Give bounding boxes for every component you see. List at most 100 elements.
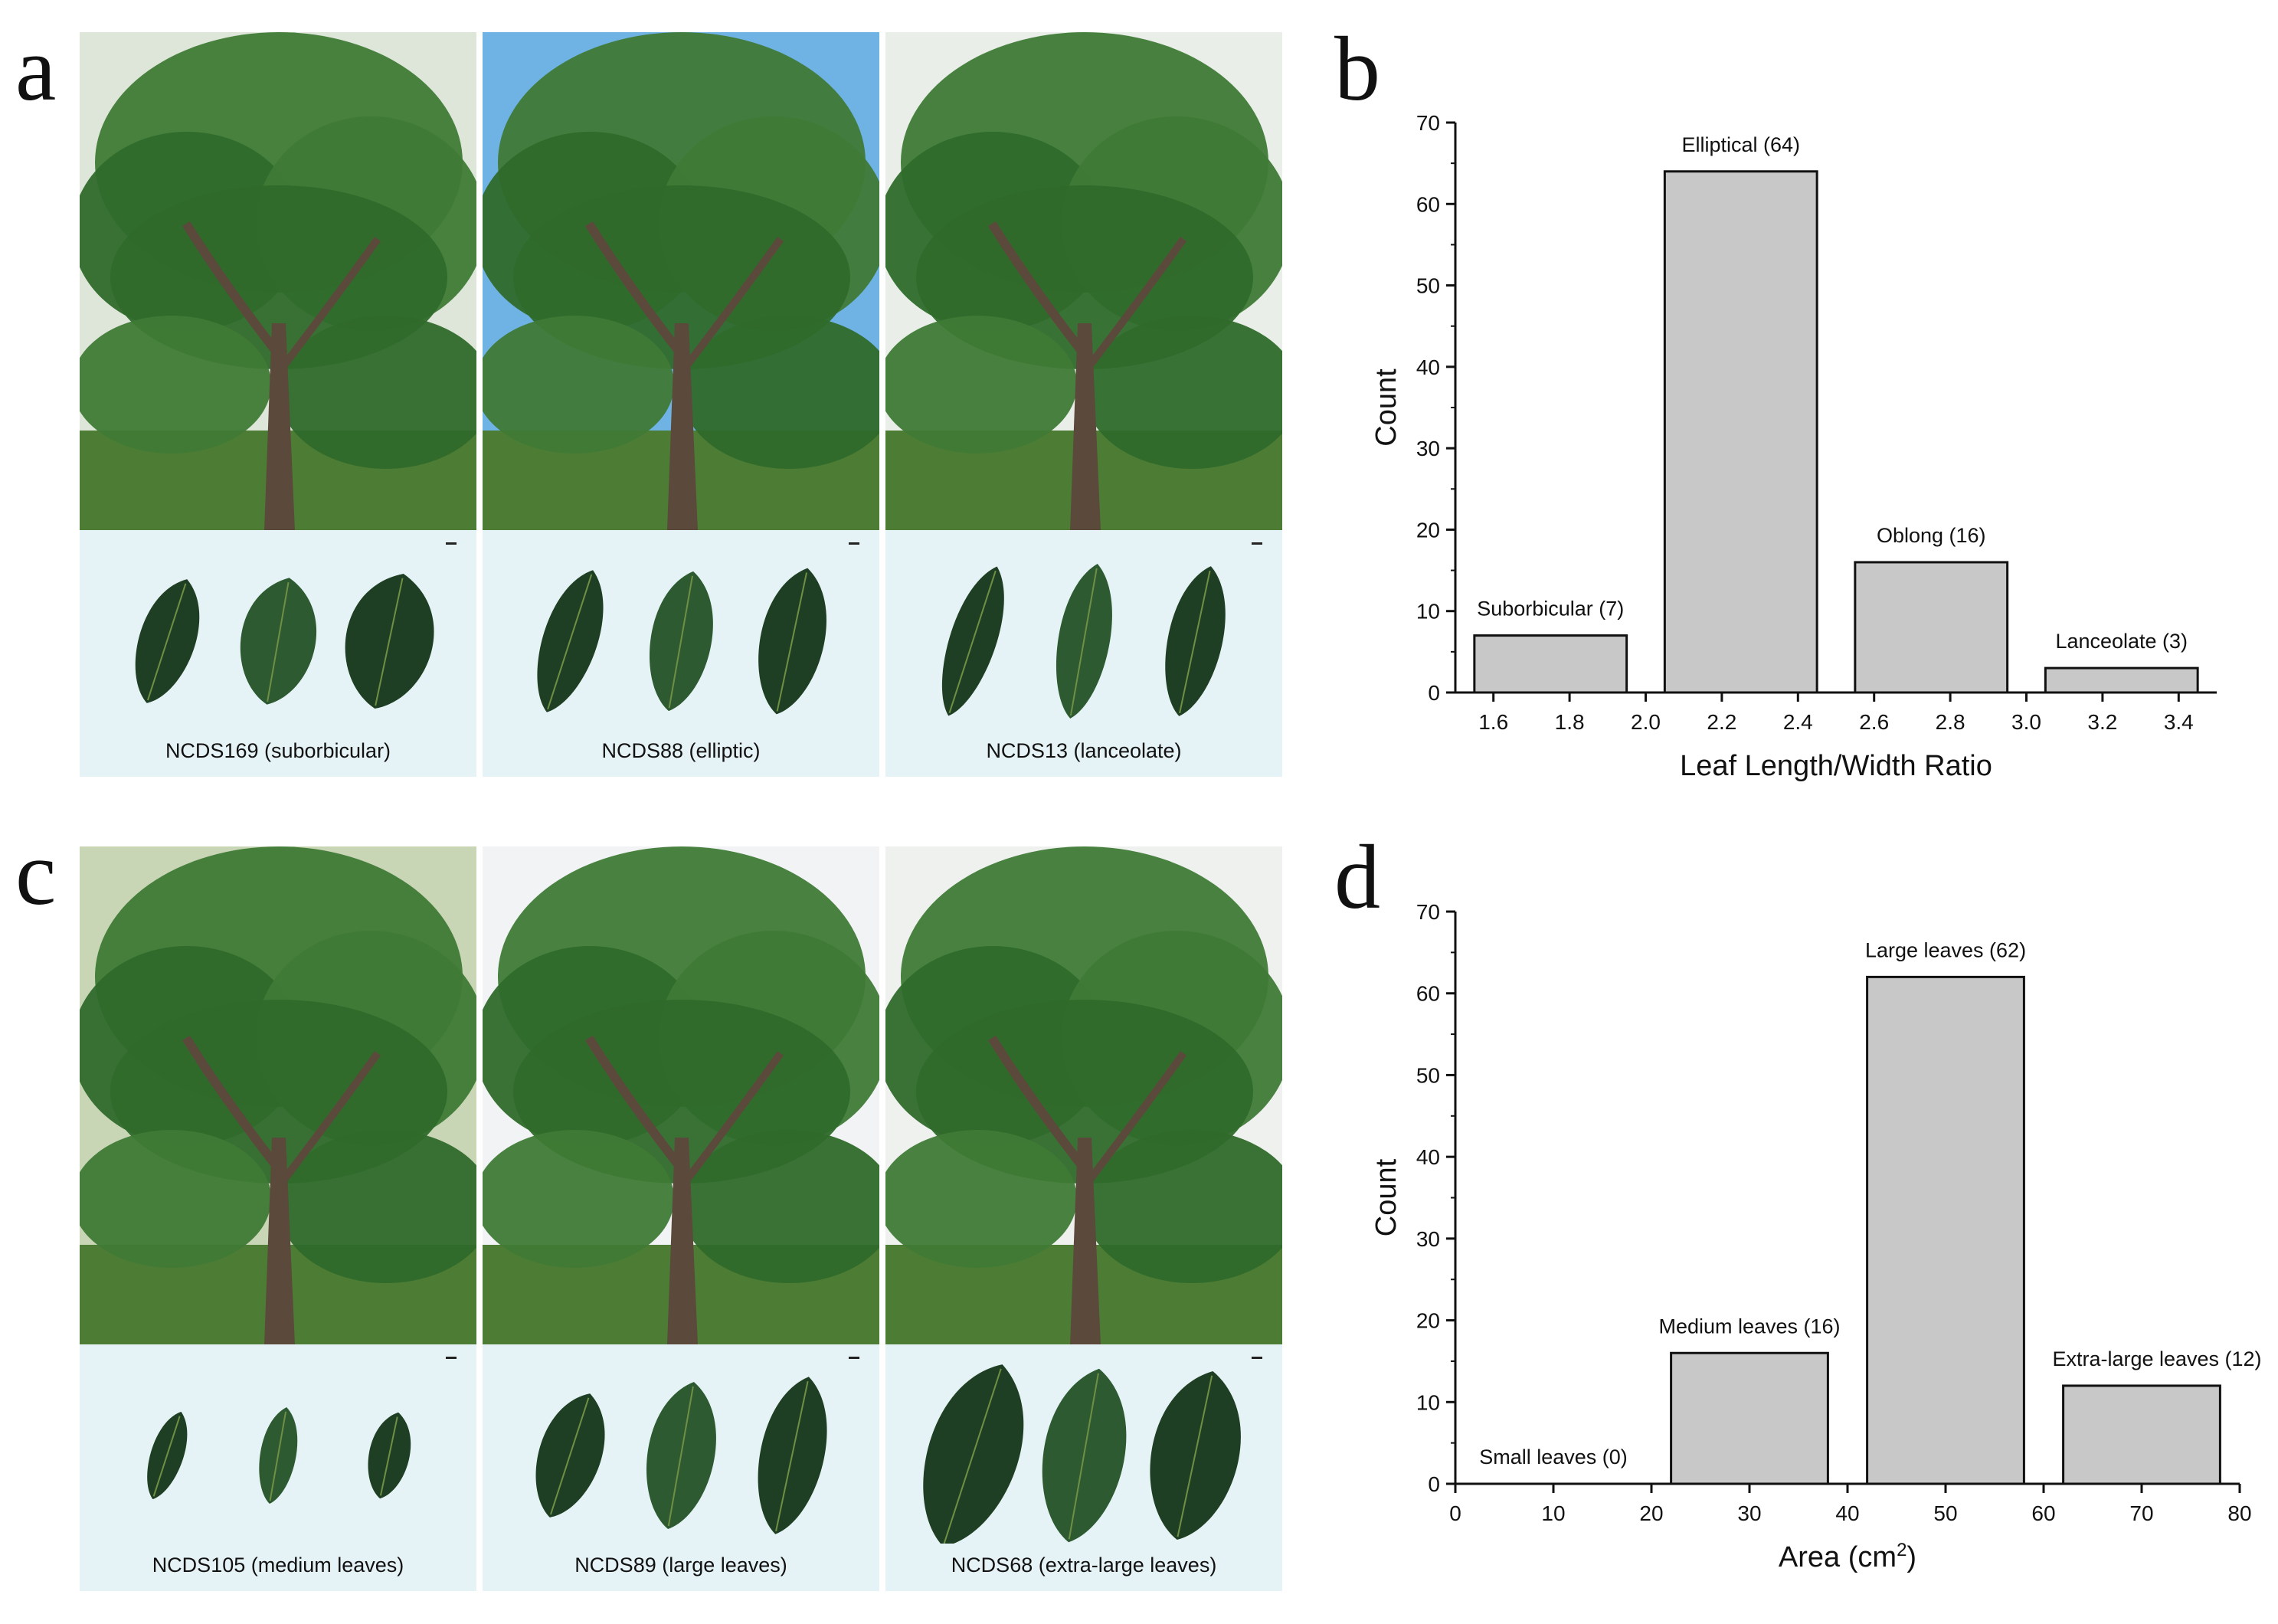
chart-d: Small leaves (0) Medium leaves (16) Large …	[1370, 900, 2262, 1573]
bar-data-label: Small leaves (0)	[1479, 1446, 1628, 1468]
leaf-specimen	[1042, 1368, 1127, 1543]
x-axis-label: Area (cm2)	[1779, 1540, 1916, 1573]
chart-b: Suborbicular (7) Elliptical (64) Oblong (1…	[1370, 111, 2217, 781]
y-tick-label: 20	[1416, 518, 1440, 542]
tree-photo	[885, 846, 1282, 1344]
x-tick-label: 30	[1737, 1501, 1761, 1525]
y-tick-label: 0	[1428, 1472, 1440, 1496]
leaf-specimen	[535, 1393, 605, 1518]
photo-cell: NCDS89 (large leaves)	[483, 846, 879, 1591]
tree-photo	[483, 846, 879, 1344]
leaf-specimen	[1165, 566, 1226, 716]
y-tick-label: 50	[1416, 274, 1440, 298]
bar-data-label: Medium leaves (16)	[1658, 1315, 1840, 1338]
photo-cell: NCDS88 (elliptic)	[483, 32, 879, 777]
tree-photo	[885, 32, 1282, 530]
bar-data-label: Lanceolate (3)	[2055, 630, 2188, 653]
tree-illustration	[885, 32, 1282, 530]
leaf-specimens	[537, 568, 826, 715]
leaf-specimens	[135, 573, 434, 709]
bar-data-label: Suborbicular (7)	[1477, 598, 1624, 620]
leaf-specimen-box: NCDS169 (suborbicular)	[80, 530, 476, 777]
photo-cell: NCDS105 (medium leaves)	[80, 846, 476, 1591]
x-tick-label: 2.2	[1707, 710, 1736, 734]
x-tick-label: 40	[1835, 1501, 1859, 1525]
panel-letter-b: b	[1334, 18, 1380, 120]
bar	[1866, 975, 2025, 1485]
y-tick-label: 60	[1416, 982, 1440, 1006]
y-tick-label: 10	[1416, 1390, 1440, 1414]
leaf-specimen	[1150, 1370, 1241, 1541]
x-tick-label: 2.6	[1859, 710, 1889, 734]
x-tick-label: 3.4	[2164, 710, 2194, 734]
leaf-specimen	[537, 570, 604, 712]
leaf-specimen-box: NCDS89 (large leaves)	[483, 1344, 879, 1591]
leaf-specimen	[1056, 564, 1112, 719]
scale-bar	[446, 542, 457, 545]
x-tick-label: 10	[1541, 1501, 1565, 1525]
bar	[1663, 170, 1818, 694]
y-tick-label: 20	[1416, 1309, 1440, 1333]
tree-photo	[80, 846, 476, 1344]
panel-letter-c: c	[15, 822, 57, 924]
panel-letter-d: d	[1334, 826, 1380, 928]
leaf-specimen-box: NCDS13 (lanceolate)	[885, 530, 1282, 777]
bar-data-label: Elliptical (64)	[1681, 133, 1800, 156]
tree-illustration	[483, 846, 879, 1344]
x-tick-label: 3.0	[2011, 710, 2041, 734]
tree-illustration	[80, 846, 476, 1344]
x-tick-label: 20	[1639, 1501, 1663, 1525]
x-tick-label: 3.2	[2087, 710, 2117, 734]
leaf-specimens	[941, 564, 1226, 719]
y-tick-label: 40	[1416, 1145, 1440, 1169]
tree-illustration	[483, 32, 879, 530]
scale-bar	[446, 1357, 457, 1359]
y-tick-label: 30	[1416, 437, 1440, 460]
tree-photo	[483, 32, 879, 530]
accession-caption: NCDS105 (medium leaves)	[152, 1554, 404, 1577]
x-tick-label: 1.8	[1555, 710, 1585, 734]
accession-caption: NCDS169 (suborbicular)	[165, 739, 391, 762]
y-tick-label: 70	[1416, 900, 1440, 924]
bar	[2062, 1384, 2221, 1485]
leaf-specimens	[147, 1406, 411, 1504]
leaf-specimen	[650, 571, 713, 712]
tree-illustration	[885, 846, 1282, 1344]
leaf-specimen	[345, 573, 434, 709]
y-tick-label: 70	[1416, 111, 1440, 135]
x-tick-label: 80	[2227, 1501, 2251, 1525]
y-tick-label: 40	[1416, 355, 1440, 379]
bar-data-label: Large leaves (62)	[1865, 938, 2026, 961]
x-tick-label: 2.0	[1631, 710, 1661, 734]
x-tick-label: 1.6	[1478, 710, 1508, 734]
tree-photo	[80, 32, 476, 530]
leaf-specimens	[535, 1377, 827, 1534]
bar	[1854, 561, 2009, 694]
leaf-specimen	[259, 1406, 298, 1504]
leaf-specimens	[923, 1364, 1241, 1544]
photo-cell: NCDS13 (lanceolate)	[885, 32, 1282, 777]
leaf-specimen	[147, 1411, 188, 1500]
panel-letter-a: a	[15, 18, 57, 120]
leaf-specimen-box: NCDS88 (elliptic)	[483, 530, 879, 777]
bar	[2044, 666, 2199, 694]
y-axis-label: Count	[1370, 1158, 1402, 1236]
leaf-specimen-box: NCDS105 (medium leaves)	[80, 1344, 476, 1591]
leaf-specimen	[941, 566, 1004, 716]
x-tick-label: 70	[2129, 1501, 2153, 1525]
y-axis-label: Count	[1370, 368, 1402, 447]
scale-bar	[849, 1357, 859, 1359]
x-tick-label: 60	[2031, 1501, 2055, 1525]
leaf-specimen	[368, 1412, 411, 1499]
leaf-specimen	[240, 578, 317, 705]
bar-data-label: Oblong (16)	[1877, 524, 1986, 547]
y-tick-label: 50	[1416, 1063, 1440, 1087]
scale-bar	[849, 542, 859, 545]
leaf-specimen-box: NCDS68 (extra-large leaves)	[885, 1344, 1282, 1591]
photo-cell: NCDS68 (extra-large leaves)	[885, 846, 1282, 1591]
scale-bar	[1252, 1357, 1262, 1359]
x-tick-label: 50	[1933, 1501, 1957, 1525]
bar	[1670, 1351, 1829, 1485]
scale-bar	[1252, 542, 1262, 545]
accession-caption: NCDS88 (elliptic)	[601, 739, 761, 762]
